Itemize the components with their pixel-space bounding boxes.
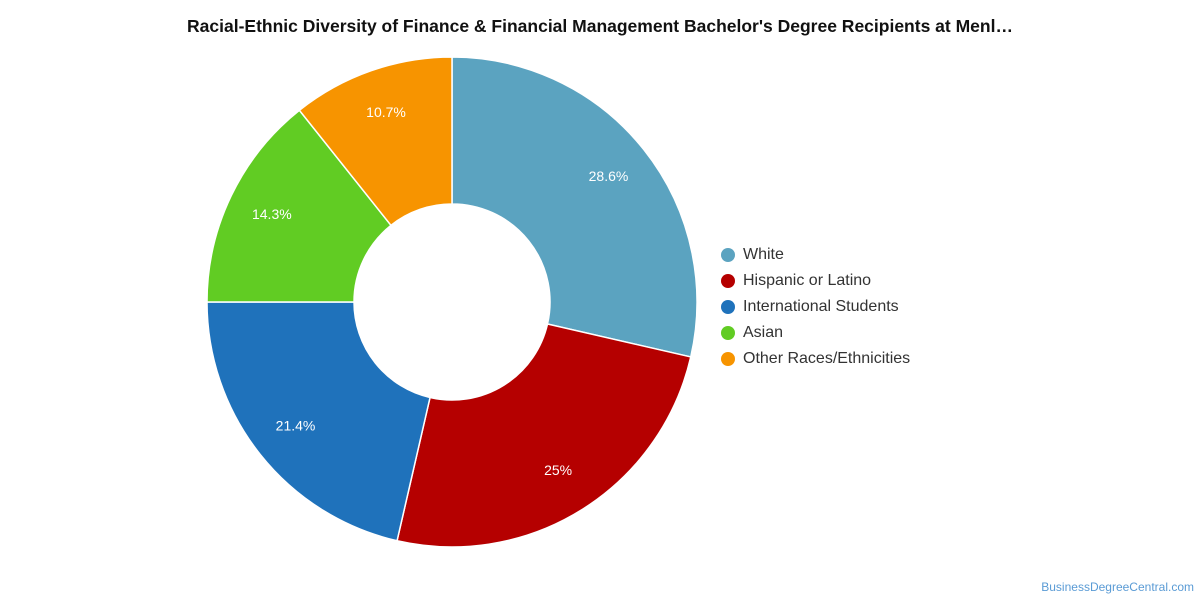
- legend-label: White: [743, 246, 784, 263]
- legend-swatch: [721, 300, 735, 314]
- slice-hispanic-or-latino[interactable]: [396, 323, 692, 548]
- watermark: BusinessDegreeCentral.com: [1041, 580, 1194, 594]
- legend-swatch: [721, 274, 735, 288]
- slice-other-races-ethnicities[interactable]: [298, 56, 453, 227]
- legend-item[interactable]: Other Races/Ethnicities: [721, 346, 910, 372]
- legend-item[interactable]: International Students: [721, 294, 910, 320]
- slice-label: 25%: [544, 462, 572, 478]
- legend-swatch: [721, 352, 735, 366]
- legend-item[interactable]: Hispanic or Latino: [721, 268, 910, 294]
- legend-label: International Students: [743, 298, 899, 315]
- slice-international-students[interactable]: [206, 301, 431, 542]
- legend-label: Hispanic or Latino: [743, 272, 872, 289]
- slice-asian[interactable]: [206, 109, 393, 303]
- chart-title: Racial-Ethnic Diversity of Finance & Fin…: [187, 16, 1013, 36]
- slice-label: 21.4%: [276, 417, 316, 433]
- slice-white[interactable]: [451, 56, 698, 358]
- legend-swatch: [721, 248, 735, 262]
- legend-item[interactable]: Asian: [721, 320, 910, 346]
- slice-label: 10.7%: [366, 104, 406, 120]
- chart-legend: White Hispanic or Latino International Stu…: [721, 242, 910, 372]
- slice-label: 28.6%: [589, 168, 629, 184]
- legend-label: Other Races/Ethnicities: [743, 350, 911, 367]
- legend-item[interactable]: White: [721, 242, 910, 268]
- slice-label: 14.3%: [252, 206, 292, 222]
- legend-label: Asian: [743, 324, 784, 341]
- legend-swatch: [721, 326, 735, 340]
